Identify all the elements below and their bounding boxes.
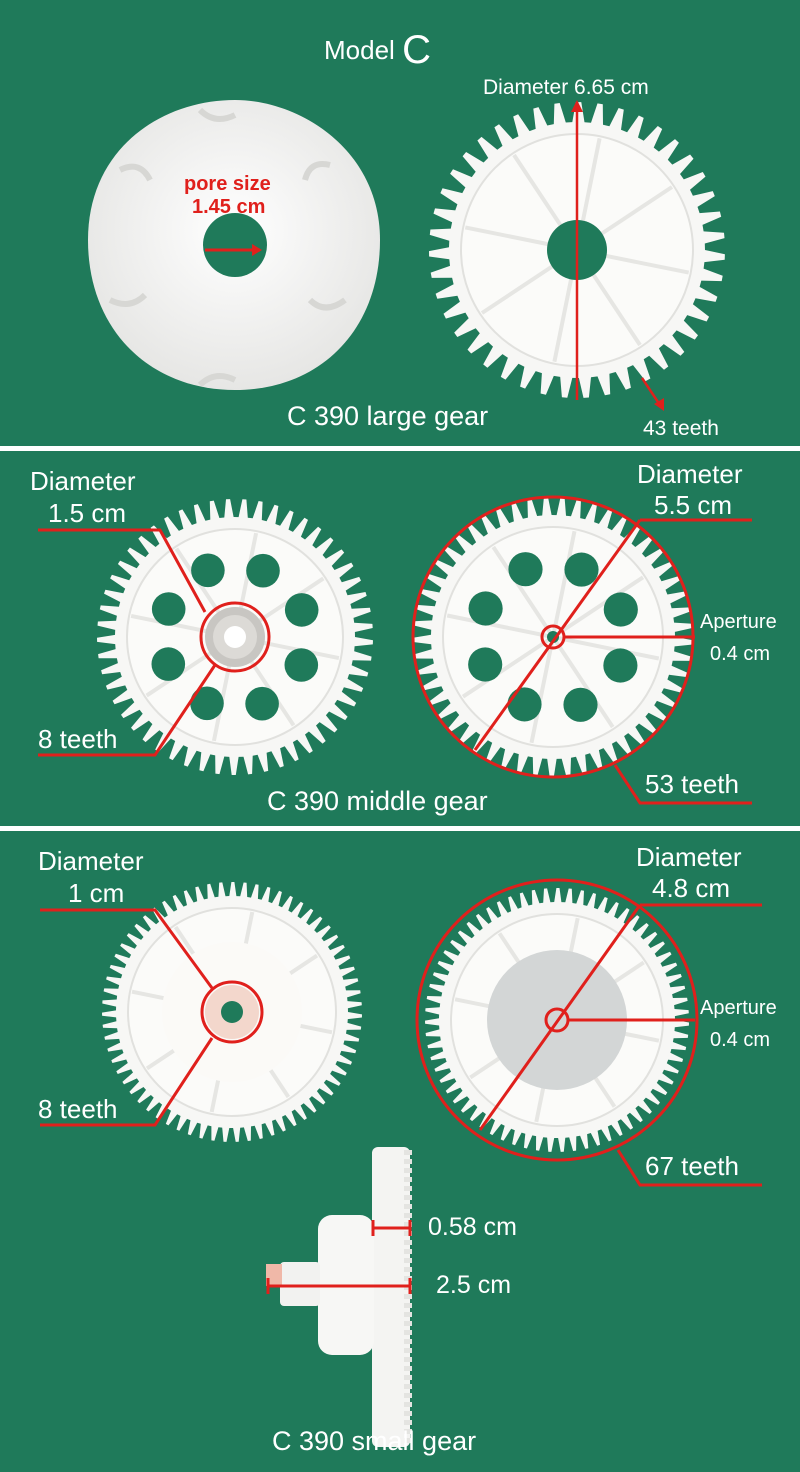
middle-small-teeth-label: 8 teeth — [38, 724, 118, 754]
middle-small-teeth-leader — [38, 664, 217, 757]
middle-big-diameter-label: Diameter — [637, 459, 743, 489]
small-small-diameter-value: 1 cm — [68, 878, 125, 908]
middle-pinion-photo — [205, 607, 265, 667]
small-gear-side-view-photo — [266, 1147, 412, 1447]
section-divider-bottom — [0, 826, 800, 831]
small-big-teeth-leader — [616, 1149, 762, 1187]
middle-big-diameter-leader — [473, 519, 642, 751]
section-divider-top — [0, 446, 800, 451]
middle-aperture-label: Aperture — [700, 611, 777, 633]
middle-small-diameter-value: 1.5 cm — [48, 498, 127, 528]
middle-gear-caption: C 390 middle gear — [267, 786, 488, 816]
middle-small-diameter-leader — [38, 528, 207, 613]
large-gear-cup-photo — [88, 100, 380, 390]
small-thickness-label: 0.58 cm — [428, 1213, 517, 1241]
small-length-label: 2.5 cm — [436, 1271, 512, 1299]
model-prefix: Model — [324, 35, 395, 65]
small-big-diameter-value: 4.8 cm — [652, 873, 731, 903]
middle-aperture-value: 0.4 cm — [710, 643, 771, 665]
middle-big-diameter-value: 5.5 cm — [654, 490, 733, 520]
small-aperture-value: 0.4 cm — [710, 1029, 771, 1051]
small-gear-hub-photo — [162, 942, 302, 1082]
small-gear-caption: C 390 small gear — [272, 1426, 477, 1456]
small-small-diameter-label: Diameter — [38, 846, 144, 876]
small-small-diameter-leader — [40, 908, 214, 989]
pore-size-label: pore size — [184, 173, 271, 195]
small-aperture-label: Aperture — [700, 997, 777, 1019]
small-big-teeth-label: 67 teeth — [645, 1151, 739, 1181]
small-small-teeth-label: 8 teeth — [38, 1094, 118, 1124]
model-title: Model C — [324, 30, 431, 70]
large-gear-caption: C 390 large gear — [287, 401, 489, 431]
middle-gear-back-photo — [413, 497, 693, 777]
middle-big-teeth-leader — [613, 764, 752, 805]
small-big-diameter-leader — [478, 904, 642, 1131]
small-big-diameter-label: Diameter — [636, 842, 742, 872]
pore-size-value: 1.45 cm — [192, 196, 266, 218]
large-gear-diameter-label: Diameter 6.65 cm — [483, 76, 649, 99]
small-small-teeth-leader — [40, 1037, 214, 1127]
model-letter: C — [402, 28, 431, 72]
large-gear-teeth-label: 43 teeth — [643, 417, 719, 440]
middle-big-teeth-label: 53 teeth — [645, 769, 739, 799]
middle-small-diameter-label: Diameter — [30, 466, 136, 496]
